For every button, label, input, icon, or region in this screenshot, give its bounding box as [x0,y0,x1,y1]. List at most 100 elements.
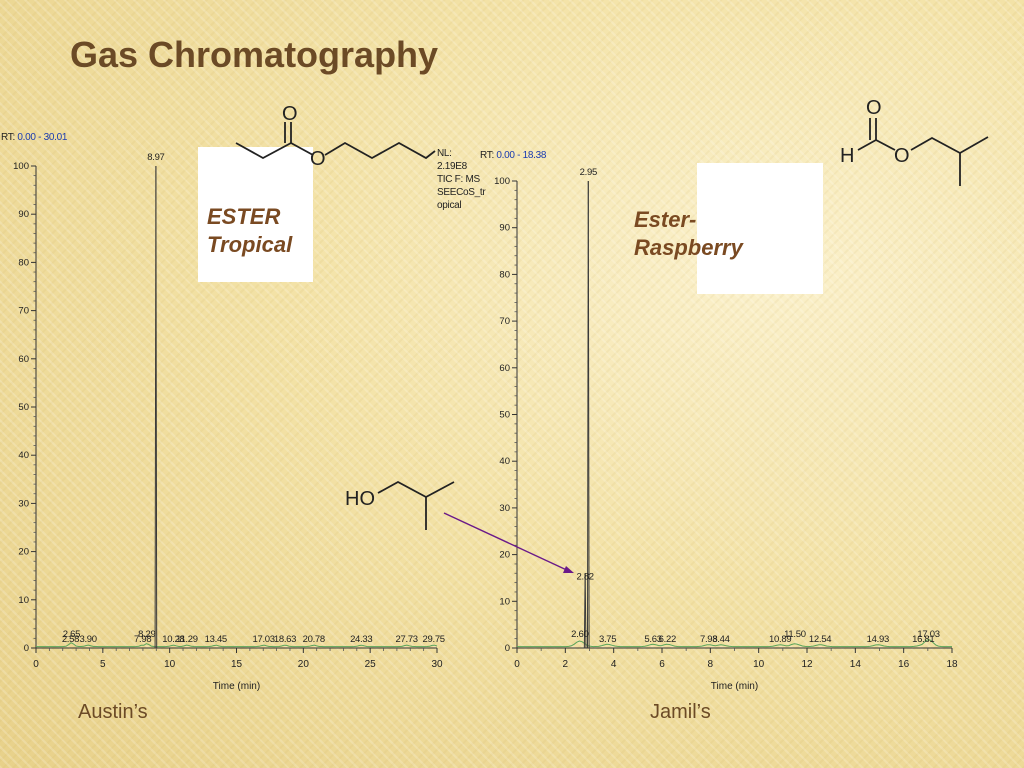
tropical-carbonyl-o: O [282,103,298,125]
x-tick-label: 14 [850,659,862,670]
alcohol-ho-label: HO [345,488,375,510]
y-tick-label: 10 [499,596,510,607]
rt-range-value: 0.00 - 18.38 [496,150,547,161]
y-tick-label: 60 [499,363,510,374]
peak-line [584,573,587,649]
tropical-ester-o: O [310,148,326,170]
x-tick-label: 25 [365,659,377,670]
baseline-trace [36,642,438,648]
y-tick-label: 40 [18,450,29,461]
raspberry-label-box [697,163,823,294]
peak-label: 10.28 [162,634,184,645]
y-tick-label: 50 [18,402,29,413]
y-tick-label: 90 [499,223,510,234]
peak-label: 14.93 [867,634,889,645]
peak-label: 2.82 [577,571,594,582]
caption-jamil: Jamil’s [650,701,711,723]
x-tick-label: 5 [100,659,106,670]
raspberry-ester-structure [857,118,989,186]
x-tick-label: 20 [298,659,310,670]
peak-line [587,180,590,649]
raspberry-carbonyl-o: O [866,97,882,119]
peak-label: 16.81 [912,634,934,645]
y-tick-label: 80 [18,257,29,268]
x-tick-label: 10 [164,659,176,670]
annotation-arrow [443,512,572,573]
x-tick-label: 10 [753,659,765,670]
ester-raspberry-label: Ester-Raspberry [634,207,743,260]
peak-label: 18.63 [274,634,296,645]
isobutanol-structure [377,480,455,530]
annotation-arrowhead [563,566,574,573]
rt-range-left: RT: 0.00 - 30.01 [1,132,67,143]
peak-label: 8.29 [138,629,155,640]
x-tick-label: 12 [801,659,813,670]
peak-label: 24.33 [350,634,372,645]
y-tick-label: 60 [18,354,29,365]
y-tick-label: 0 [505,643,510,654]
y-tick-label: 100 [13,161,29,172]
peak-label: 3.90 [79,634,96,645]
rt-prefix: RT: [1,132,15,143]
peak-label: 7.98 [134,634,151,645]
y-tick-label: 20 [499,550,510,561]
peak-line [155,165,158,649]
rt-prefix: RT: [480,150,494,161]
peak-label: 8.97 [147,152,164,163]
y-tick-label: 70 [499,316,510,327]
y-tick-label: 0 [24,643,29,654]
peak-label: 8.44 [712,634,729,645]
peak-label: 10.89 [769,634,791,645]
peak-label: 17.03 [252,634,274,645]
y-tick-label: 90 [18,209,29,220]
rt-range-right: RT: 0.00 - 18.38 [480,150,546,161]
x-tick-label: 8 [708,659,714,670]
peak-label: 2.95 [580,167,597,178]
x-tick-label: 4 [611,659,617,670]
peak-label: 20.78 [303,634,325,645]
raspberry-ester-o: O [894,145,910,167]
x-tick-label: 18 [946,659,958,670]
y-tick-label: 30 [499,503,510,514]
x-tick-label: 0 [514,659,520,670]
slide-title: Gas Chromatography [70,34,439,75]
peak-label: 29.75 [423,634,445,645]
peak-label: 12.54 [809,634,831,645]
peak-label: 11.29 [176,634,198,645]
x-axis-title: Time (min) [711,681,758,692]
x-tick-label: 16 [898,659,910,670]
x-tick-label: 6 [659,659,665,670]
x-tick-label: 30 [431,659,443,670]
y-tick-label: 20 [18,547,29,558]
y-tick-label: 30 [18,498,29,509]
peak-label: 11.50 [784,629,806,640]
peak-label: 17.03 [917,629,939,640]
x-tick-label: 15 [231,659,243,670]
tropical-label-box [198,147,313,282]
tropical-ester-structure [235,122,436,160]
peak-label: 2.60 [571,629,588,640]
peak-label: 3.75 [599,634,616,645]
y-tick-label: 50 [499,410,510,421]
ester-tropical-label: ESTER Tropical [207,204,293,257]
nl-info-text: NL: 2.19E8 TIC F: MS SEECoS_tr opical [437,148,486,211]
peak-label: 27.73 [396,634,418,645]
y-tick-label: 40 [499,456,510,467]
rt-range-value: 0.00 - 30.01 [17,132,68,143]
y-tick-label: 70 [18,306,29,317]
x-tick-label: 2 [563,659,569,670]
x-axis-title: Time (min) [213,681,260,692]
peak-label: 2.65 [63,629,80,640]
y-tick-label: 10 [18,595,29,606]
caption-austin: Austin’s [78,701,148,723]
y-tick-label: 80 [499,269,510,280]
peak-label: 7.93 [700,634,717,645]
peak-label: 5.63 [644,634,661,645]
x-tick-label: 0 [33,659,39,670]
peak-label: 13.45 [205,634,227,645]
peak-label: 2.58 [62,634,79,645]
y-tick-label: 100 [494,176,510,187]
